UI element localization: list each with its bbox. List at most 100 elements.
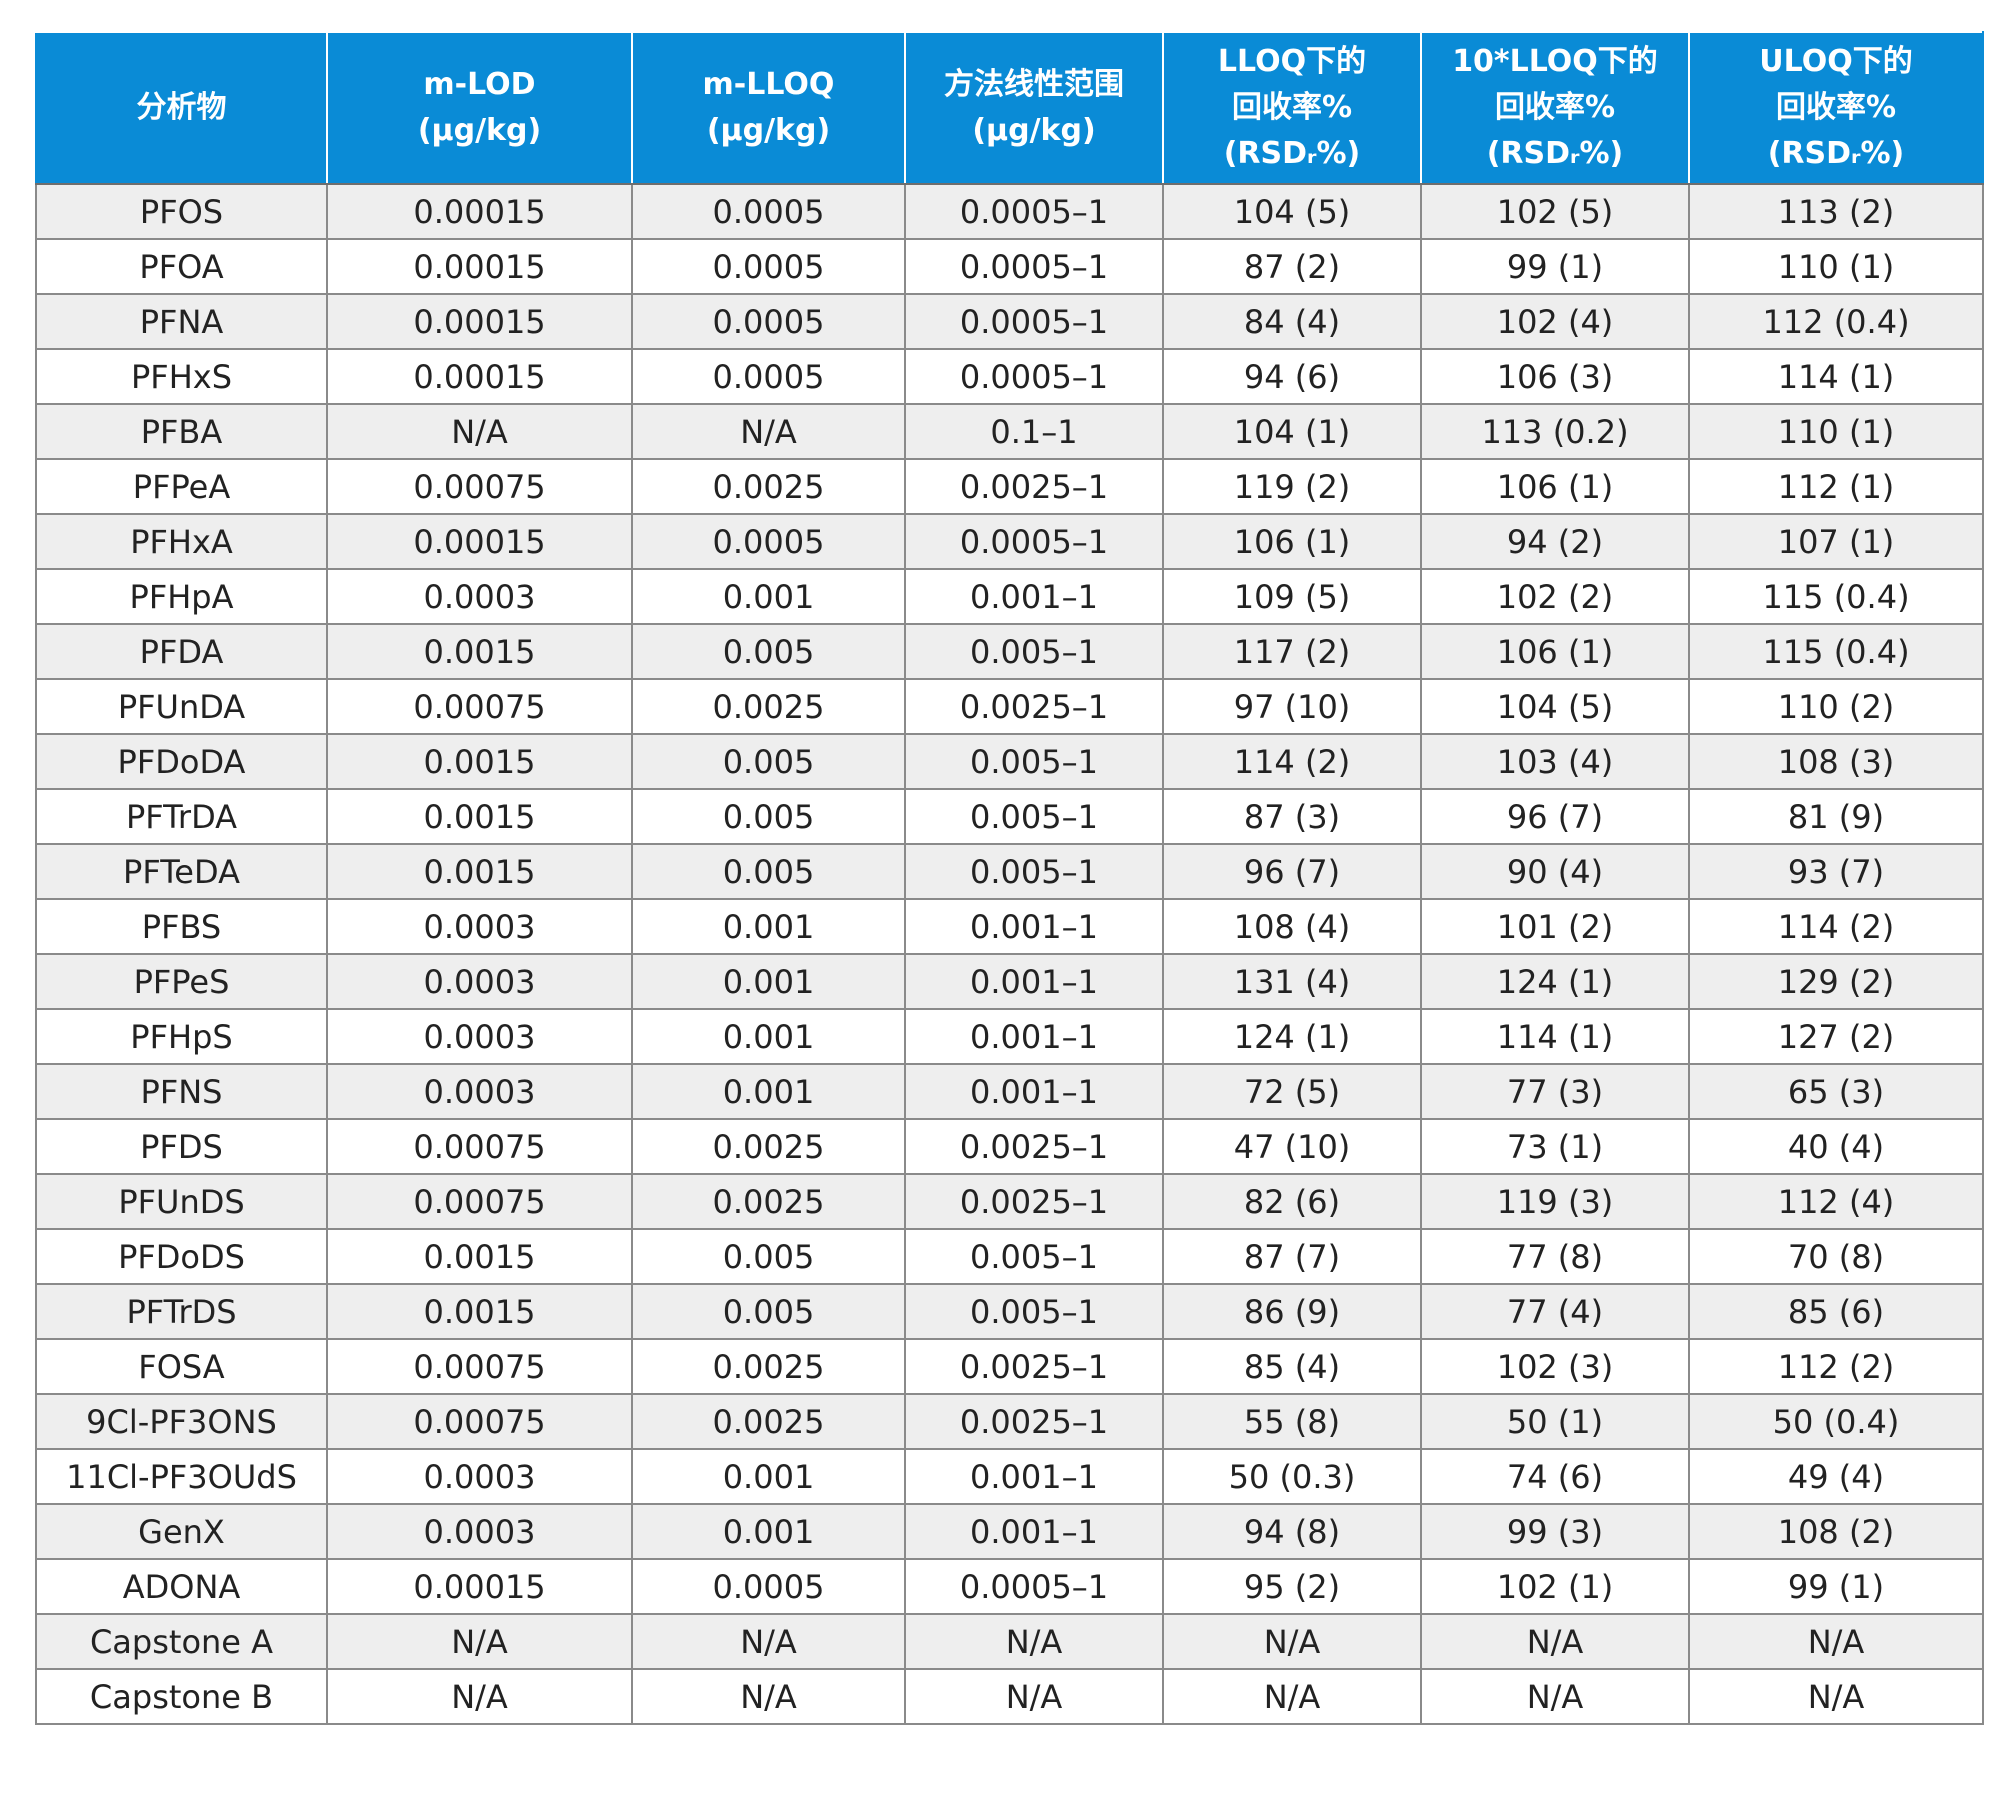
table-row: PFBA N/A N/A 0.1–1 104 (1) 113 (0.2) 110 (1) [35, 403, 1984, 460]
table-cell-linear-range: 0.005–1 [904, 788, 1164, 845]
table-cell-linear-range: 0.001–1 [904, 1448, 1164, 1505]
table-cell-m-lod: 0.0015 [326, 623, 633, 680]
table-cell-recovery-lloq: 108 (4) [1162, 898, 1422, 955]
table-cell-recovery-10x-lloq: 102 (1) [1420, 1558, 1690, 1615]
table-cell-recovery-uloq: 115 (0.4) [1688, 568, 1984, 625]
analyte-name-cell: PFDA [35, 623, 328, 680]
table-cell-recovery-10x-lloq: 99 (1) [1420, 238, 1690, 295]
table-cell-linear-range: 0.0025–1 [904, 1393, 1164, 1450]
table-cell-m-lod: 0.0015 [326, 1283, 633, 1340]
table-cell-m-lod: 0.00015 [326, 238, 633, 295]
table-cell-recovery-lloq: 87 (7) [1162, 1228, 1422, 1285]
table-row: FOSA 0.00075 0.0025 0.0025–1 85 (4) 102 (3) 11… [35, 1338, 1984, 1395]
table-row: PFHpA 0.0003 0.001 0.001–1 109 (5) 102 (2) 115… [35, 568, 1984, 625]
table-cell-m-lod: 0.00015 [326, 183, 633, 240]
table-cell-recovery-lloq: 55 (8) [1162, 1393, 1422, 1450]
column-header-line: (RSDᵣ%) [1486, 136, 1624, 171]
analyte-name-cell: PFHpS [35, 1008, 328, 1065]
column-header-m-lod: m-LOD (µg/kg) [326, 31, 633, 185]
table-cell-recovery-10x-lloq: 73 (1) [1420, 1118, 1690, 1175]
table-row: PFUnDA 0.00075 0.0025 0.0025–1 97 (10) 104 (5… [35, 678, 1984, 735]
table-cell-linear-range: 0.005–1 [904, 1228, 1164, 1285]
table-row: PFPeA 0.00075 0.0025 0.0025–1 119 (2) 106 (1)… [35, 458, 1984, 515]
table-cell-recovery-uloq: 81 (9) [1688, 788, 1984, 845]
table-cell-m-lod: 0.00015 [326, 293, 633, 350]
table-cell-linear-range: 0.0005–1 [904, 348, 1164, 405]
table-cell-m-lloq: 0.005 [631, 733, 906, 790]
analyte-name-cell: PFBA [35, 403, 328, 460]
table-cell-m-lod: 0.00075 [326, 1173, 633, 1230]
table-cell-recovery-10x-lloq: 74 (6) [1420, 1448, 1690, 1505]
table-row: PFTeDA 0.0015 0.005 0.005–1 96 (7) 90 (4) 93 (… [35, 843, 1984, 900]
table-cell-m-lod: 0.00075 [326, 458, 633, 515]
table-row: 9Cl-PF3ONS 0.00075 0.0025 0.0025–1 55 (8) 50 … [35, 1393, 1984, 1450]
table-cell-m-lloq: 0.001 [631, 1448, 906, 1505]
column-header-line: 10*LLOQ下的 [1452, 44, 1658, 79]
table-cell-recovery-lloq: 85 (4) [1162, 1338, 1422, 1395]
analyte-name-cell: PFOA [35, 238, 328, 295]
table-cell-recovery-10x-lloq: 106 (1) [1420, 623, 1690, 680]
table-cell-recovery-uloq: 113 (2) [1688, 183, 1984, 240]
table-cell-recovery-lloq: 95 (2) [1162, 1558, 1422, 1615]
table-cell-recovery-uloq: N/A [1688, 1613, 1984, 1670]
analyte-name-cell: PFHxA [35, 513, 328, 570]
column-header-line: (µg/kg) [706, 113, 831, 148]
column-header-analyte: 分析物 [35, 31, 328, 185]
table-cell-recovery-lloq: 87 (3) [1162, 788, 1422, 845]
table-cell-linear-range: 0.0005–1 [904, 513, 1164, 570]
analyte-name-cell: FOSA [35, 1338, 328, 1395]
table-cell-recovery-lloq: 94 (8) [1162, 1503, 1422, 1560]
table-cell-m-lod: 0.0003 [326, 1008, 633, 1065]
table-cell-m-lloq: N/A [631, 1613, 906, 1670]
table-row: Capstone A N/A N/A N/A N/A N/A N/A [35, 1613, 1984, 1670]
table-row: PFDoDS 0.0015 0.005 0.005–1 87 (7) 77 (8) 70 (… [35, 1228, 1984, 1285]
table-cell-m-lloq: 0.005 [631, 1283, 906, 1340]
table-cell-recovery-uloq: 65 (3) [1688, 1063, 1984, 1120]
column-header-line: m-LOD [423, 67, 536, 102]
table-cell-m-lod: 0.0015 [326, 843, 633, 900]
analyte-name-cell: ADONA [35, 1558, 328, 1615]
table-cell-linear-range: 0.0005–1 [904, 293, 1164, 350]
table-cell-m-lloq: N/A [631, 403, 906, 460]
table-cell-linear-range: 0.005–1 [904, 843, 1164, 900]
analyte-name-cell: PFPeA [35, 458, 328, 515]
results-table: 分析物 m-LOD (µg/kg) m-LLOQ (µg/kg) 方法线性范围 (µg/kg… [35, 31, 1984, 1725]
table-cell-m-lloq: 0.001 [631, 568, 906, 625]
table-cell-linear-range: 0.0005–1 [904, 183, 1164, 240]
table-cell-linear-range: 0.005–1 [904, 733, 1164, 790]
column-header-line: ULOQ下的 [1759, 44, 1913, 79]
table-row: ADONA 0.00015 0.0005 0.0005–1 95 (2) 102 (1) 9… [35, 1558, 1984, 1615]
table-cell-m-lod: 0.0015 [326, 733, 633, 790]
table-cell-recovery-lloq: 84 (4) [1162, 293, 1422, 350]
table-cell-linear-range: 0.0025–1 [904, 1173, 1164, 1230]
table-cell-recovery-10x-lloq: 99 (3) [1420, 1503, 1690, 1560]
table-cell-recovery-uloq: 50 (0.4) [1688, 1393, 1984, 1450]
table-cell-recovery-lloq: 104 (1) [1162, 403, 1422, 460]
table-cell-recovery-10x-lloq: 113 (0.2) [1420, 403, 1690, 460]
table-cell-m-lod: 0.0003 [326, 1063, 633, 1120]
table-cell-recovery-10x-lloq: 119 (3) [1420, 1173, 1690, 1230]
table-cell-m-lloq: 0.001 [631, 1008, 906, 1065]
column-header-linear-range: 方法线性范围 (µg/kg) [904, 31, 1164, 185]
table-cell-m-lod: 0.00075 [326, 1118, 633, 1175]
table-body: PFOS 0.00015 0.0005 0.0005–1 104 (5) 102 (5) 1… [35, 183, 1984, 1725]
table-cell-recovery-10x-lloq: 104 (5) [1420, 678, 1690, 735]
table-cell-m-lloq: 0.005 [631, 623, 906, 680]
analyte-name-cell: Capstone B [35, 1668, 328, 1725]
table-cell-linear-range: 0.0025–1 [904, 678, 1164, 735]
table-cell-recovery-uloq: 112 (4) [1688, 1173, 1984, 1230]
table-row: PFTrDA 0.0015 0.005 0.005–1 87 (3) 96 (7) 81 (… [35, 788, 1984, 845]
table-cell-recovery-lloq: 104 (5) [1162, 183, 1422, 240]
table-row: PFOA 0.00015 0.0005 0.0005–1 87 (2) 99 (1) 110… [35, 238, 1984, 295]
table-cell-m-lloq: 0.0025 [631, 678, 906, 735]
table-cell-recovery-10x-lloq: N/A [1420, 1668, 1690, 1725]
table-cell-m-lod: 0.00015 [326, 513, 633, 570]
table-cell-linear-range: 0.001–1 [904, 1503, 1164, 1560]
table-cell-recovery-lloq: 119 (2) [1162, 458, 1422, 515]
table-cell-recovery-uloq: 112 (1) [1688, 458, 1984, 515]
table-cell-recovery-uloq: 114 (1) [1688, 348, 1984, 405]
analyte-name-cell: PFOS [35, 183, 328, 240]
table-row: PFDoDA 0.0015 0.005 0.005–1 114 (2) 103 (4) 10… [35, 733, 1984, 790]
table-cell-m-lloq: 0.0005 [631, 348, 906, 405]
table-cell-recovery-uloq: 108 (3) [1688, 733, 1984, 790]
